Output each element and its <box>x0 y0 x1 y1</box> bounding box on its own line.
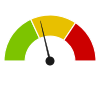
Wedge shape <box>31 15 76 40</box>
Circle shape <box>46 57 54 65</box>
Polygon shape <box>40 21 51 61</box>
Wedge shape <box>4 19 40 61</box>
Wedge shape <box>64 23 96 61</box>
